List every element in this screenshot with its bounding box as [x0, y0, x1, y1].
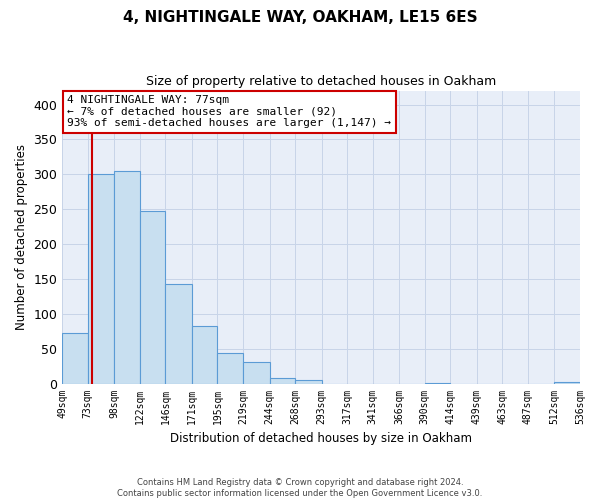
Bar [62, 332, 88, 384]
Title: Size of property relative to detached houses in Oakham: Size of property relative to detached ho… [146, 75, 496, 88]
Bar [88, 174, 115, 384]
Bar [554, 382, 580, 384]
Text: 4 NIGHTINGALE WAY: 77sqm
← 7% of detached houses are smaller (92)
93% of semi-de: 4 NIGHTINGALE WAY: 77sqm ← 7% of detache… [67, 95, 391, 128]
Text: 4, NIGHTINGALE WAY, OAKHAM, LE15 6ES: 4, NIGHTINGALE WAY, OAKHAM, LE15 6ES [122, 10, 478, 25]
Bar [425, 383, 451, 384]
Bar [295, 380, 322, 384]
Bar [140, 210, 166, 384]
X-axis label: Distribution of detached houses by size in Oakham: Distribution of detached houses by size … [170, 432, 472, 445]
Bar [217, 353, 243, 384]
Bar [192, 326, 217, 384]
Bar [115, 171, 140, 384]
Bar [269, 378, 295, 384]
Y-axis label: Number of detached properties: Number of detached properties [15, 144, 28, 330]
Text: Contains HM Land Registry data © Crown copyright and database right 2024.
Contai: Contains HM Land Registry data © Crown c… [118, 478, 482, 498]
Bar [243, 362, 269, 384]
Bar [166, 284, 192, 384]
